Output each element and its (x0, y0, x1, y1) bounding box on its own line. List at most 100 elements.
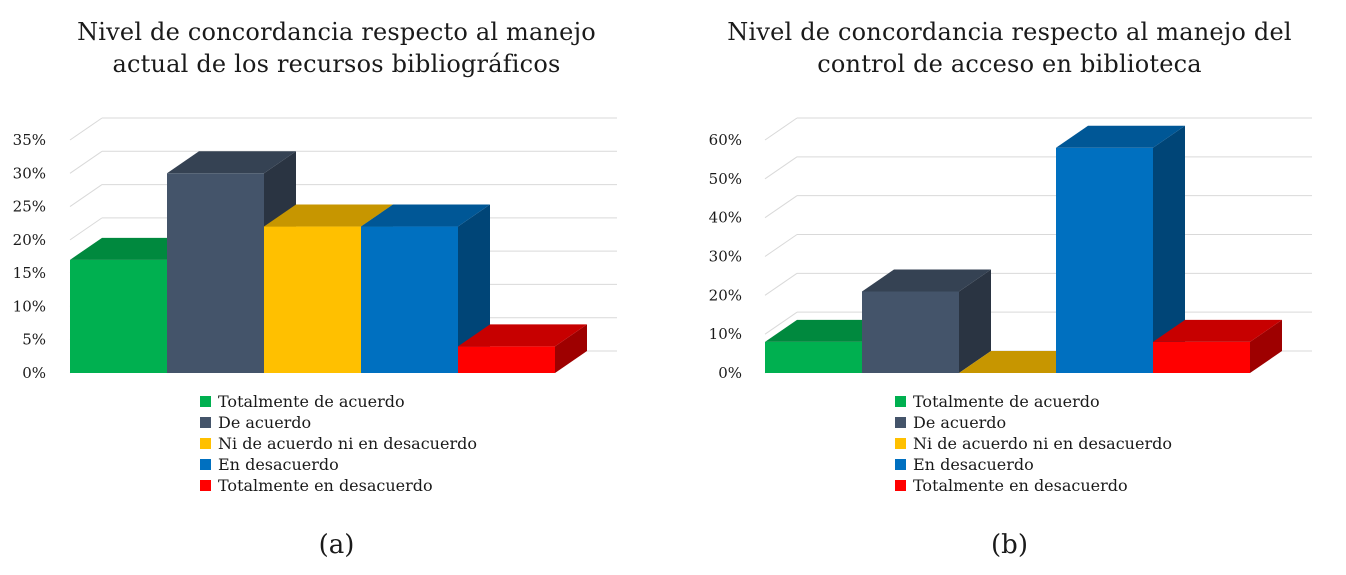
bar-front (361, 226, 458, 373)
legend-label: De acuerdo (913, 413, 1007, 432)
bar-top (765, 319, 894, 342)
legend-label: Ni de acuerdo ni en desacuerdo (218, 434, 477, 453)
y-tick-label: 35% (13, 131, 46, 149)
y-tick-label: 10% (13, 297, 46, 315)
gridline-depth (764, 311, 798, 335)
chart-title-line: Nivel de concordancia respecto al manejo… (727, 18, 1292, 46)
chart-title-line: Nivel de concordancia respecto al manejo (77, 18, 596, 46)
legend-item: Totalmente de acuerdo (895, 391, 1172, 412)
gridline-depth (69, 217, 103, 241)
gridline-depth (764, 117, 798, 141)
legend-item: Ni de acuerdo ni en desacuerdo (895, 433, 1172, 454)
legend-swatch (200, 396, 211, 407)
legend-swatch (895, 438, 906, 449)
legend-item: Totalmente de acuerdo (200, 391, 477, 412)
legend-label: En desacuerdo (913, 455, 1034, 474)
bar (458, 324, 587, 373)
bar-top (458, 324, 587, 347)
bar-front (458, 346, 555, 373)
bar (862, 269, 991, 373)
bar-side (1153, 125, 1185, 374)
bar-top (1056, 125, 1185, 148)
y-tick-label: 0% (718, 364, 742, 382)
bar-top (1153, 319, 1282, 342)
legend-swatch (895, 459, 906, 470)
bar-top (959, 351, 1088, 373)
gridline-depth (764, 156, 798, 180)
legend-swatch (200, 480, 211, 491)
y-tick-label: 30% (13, 164, 46, 182)
legend-swatch (200, 417, 211, 428)
legend-label: Totalmente de acuerdo (913, 392, 1100, 411)
chart-title: Nivel de concordancia respecto al manejo… (0, 16, 673, 80)
legend-label: Totalmente de acuerdo (218, 392, 405, 411)
bar-front (862, 291, 959, 373)
legend-label: De acuerdo (218, 413, 312, 432)
y-tick-label: 50% (709, 170, 742, 188)
bar-side (555, 324, 587, 373)
bar-top (167, 151, 296, 174)
gridline-depth (69, 184, 103, 207)
y-tick-label: 20% (13, 231, 46, 249)
bar-front (167, 173, 264, 373)
bar-chart-3d: 0% 5% 10% 15% 20% 25% 30% 35% (13, 117, 617, 382)
bar-front (1153, 341, 1250, 373)
y-tick-label: 30% (709, 248, 742, 266)
bar-front (264, 226, 361, 373)
gridline-depth (764, 272, 798, 296)
bar (1153, 319, 1282, 373)
bar-top (70, 237, 199, 260)
chart-title-line: actual de los recursos bibliográficos (112, 50, 561, 78)
bars (765, 125, 1282, 374)
legend-swatch (200, 459, 211, 470)
gridline-depth (764, 234, 798, 257)
bar (1056, 125, 1185, 374)
y-tick-label: 25% (13, 198, 46, 216)
bars (70, 151, 587, 373)
chart-title: Nivel de concordancia respecto al manejo… (673, 16, 1346, 80)
legend-label: Totalmente en desacuerdo (218, 476, 433, 495)
chart-panel-b: Nivel de concordancia respecto al manejo… (673, 0, 1346, 575)
y-tick-label: 10% (709, 325, 742, 343)
legend-item: De acuerdo (200, 412, 477, 433)
y-tick-label: 40% (709, 209, 742, 227)
bar-chart-3d: 0% 10% 20% 30% 40% 50% 60% (709, 117, 1312, 382)
y-tick-label: 5% (22, 331, 46, 349)
bar-top (361, 204, 490, 227)
legend-swatch (200, 438, 211, 449)
figure-caption: (b) (991, 530, 1028, 560)
legend-item: En desacuerdo (895, 454, 1172, 475)
bar-side (959, 269, 991, 373)
chart-legend: Totalmente de acuerdo De acuerdo Ni de acu… (895, 391, 1172, 496)
gridline-depth (69, 150, 103, 174)
bar-front (765, 341, 862, 373)
y-tick-label: 0% (22, 364, 46, 382)
bar-side (1250, 319, 1282, 373)
figure-caption: (a) (318, 530, 355, 560)
legend-swatch (895, 396, 906, 407)
legend-label: En desacuerdo (218, 455, 339, 474)
legend-item: Ni de acuerdo ni en desacuerdo (200, 433, 477, 454)
y-tick-label: 60% (709, 131, 742, 149)
legend-item: En desacuerdo (200, 454, 477, 475)
bar (361, 204, 490, 373)
bar-front (1056, 147, 1153, 373)
chart-title-line: control de acceso en biblioteca (817, 50, 1202, 78)
chart-panel-a: Nivel de concordancia respecto al manejo… (0, 16, 673, 560)
chart-legend: Totalmente de acuerdo De acuerdo Ni de acu… (200, 391, 477, 496)
legend-swatch (895, 480, 906, 491)
gridline-depth (764, 195, 798, 219)
legend-item: Totalmente en desacuerdo (200, 475, 477, 496)
legend-swatch (895, 417, 906, 428)
legend-label: Ni de acuerdo ni en desacuerdo (913, 434, 1172, 453)
bar-top (862, 269, 991, 292)
legend-label: Totalmente en desacuerdo (913, 476, 1128, 495)
bar-front (70, 259, 167, 373)
bar (959, 351, 1088, 373)
y-tick-label: 15% (13, 264, 46, 282)
y-tick-label: 20% (709, 286, 742, 304)
legend-item: Totalmente en desacuerdo (895, 475, 1172, 496)
gridline-depth (69, 117, 103, 141)
legend-item: De acuerdo (895, 412, 1172, 433)
bar-top (264, 204, 393, 227)
